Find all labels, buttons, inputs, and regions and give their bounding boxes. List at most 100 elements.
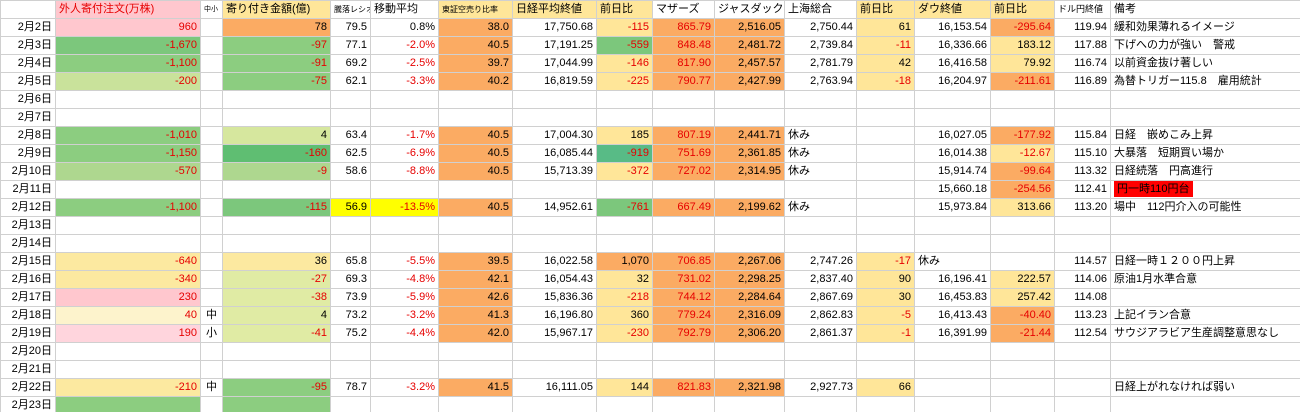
cell-size[interactable]	[200, 234, 223, 253]
cell-mothers[interactable]: 727.02	[652, 162, 715, 181]
cell-nk_chg[interactable]: -559	[596, 36, 653, 55]
cell-nk_chg[interactable]	[596, 108, 653, 127]
cell-nikkei[interactable]: 16,196.80	[512, 306, 597, 325]
cell-ratio[interactable]	[330, 396, 371, 412]
cell-opening[interactable]	[222, 360, 331, 379]
cell-jasdaq[interactable]: 2,321.98	[714, 378, 785, 397]
cell-date[interactable]: 2月12日	[0, 198, 56, 217]
cell-ratio[interactable]: 56.9	[330, 198, 371, 217]
cell-size[interactable]	[200, 270, 223, 289]
cell-dow[interactable]	[914, 108, 991, 127]
cell-foreign[interactable]: -570	[55, 162, 201, 181]
cell-foreign[interactable]: 40	[55, 306, 201, 325]
cell-nikkei[interactable]: 17,750.68	[512, 18, 597, 37]
cell-remarks[interactable]: 下げへの力が強い 警戒	[1110, 36, 1300, 55]
cell-ma[interactable]: -4.4%	[370, 324, 439, 343]
cell-shanghai[interactable]: 2,739.84	[784, 36, 857, 55]
cell-usdjpy[interactable]: 116.89	[1054, 72, 1111, 91]
cell-mothers[interactable]: 790.77	[652, 72, 715, 91]
cell-jasdaq[interactable]	[714, 216, 785, 235]
cell-jasdaq[interactable]	[714, 108, 785, 127]
cell-dow[interactable]: 15,973.84	[914, 198, 991, 217]
cell-date[interactable]: 2月15日	[0, 252, 56, 271]
cell-sh_chg[interactable]	[856, 162, 915, 181]
cell-ma[interactable]	[370, 342, 439, 361]
cell-nk_chg[interactable]: 32	[596, 270, 653, 289]
cell-remarks[interactable]	[1110, 234, 1300, 253]
column-header-dow[interactable]: ダウ終値	[914, 0, 991, 19]
cell-remarks[interactable]: 日経上がれなければ弱い	[1110, 378, 1300, 397]
cell-mothers[interactable]	[652, 180, 715, 199]
cell-ratio[interactable]: 79.5	[330, 18, 371, 37]
cell-opening[interactable]	[222, 234, 331, 253]
cell-dow[interactable]	[914, 396, 991, 412]
cell-shanghai[interactable]	[784, 396, 857, 412]
cell-dow_chg[interactable]	[990, 108, 1055, 127]
cell-usdjpy[interactable]: 112.41	[1054, 180, 1111, 199]
cell-usdjpy[interactable]: 114.57	[1054, 252, 1111, 271]
cell-nk_chg[interactable]	[596, 180, 653, 199]
cell-remarks[interactable]	[1110, 396, 1300, 412]
cell-foreign[interactable]: -1,670	[55, 36, 201, 55]
cell-dow_chg[interactable]: -21.44	[990, 324, 1055, 343]
cell-opening[interactable]: -27	[222, 270, 331, 289]
cell-jasdaq[interactable]: 2,481.72	[714, 36, 785, 55]
cell-short[interactable]: 40.5	[438, 198, 513, 217]
cell-dow_chg[interactable]	[990, 216, 1055, 235]
cell-ma[interactable]: -6.9%	[370, 144, 439, 163]
column-header-jasdaq[interactable]: ジャスダック	[714, 0, 785, 19]
column-header-usdjpy[interactable]: ドル円終値	[1054, 0, 1111, 19]
cell-shanghai[interactable]	[784, 360, 857, 379]
cell-opening[interactable]	[222, 396, 331, 412]
cell-opening[interactable]: -41	[222, 324, 331, 343]
cell-remarks[interactable]	[1110, 90, 1300, 109]
cell-date[interactable]: 2月7日	[0, 108, 56, 127]
cell-remarks[interactable]: 原油1月水準合意	[1110, 270, 1300, 289]
cell-date[interactable]: 2月13日	[0, 216, 56, 235]
cell-dow[interactable]: 16,027.05	[914, 126, 991, 145]
cell-sh_chg[interactable]: -5	[856, 306, 915, 325]
cell-usdjpy[interactable]	[1054, 360, 1111, 379]
cell-sh_chg[interactable]	[856, 126, 915, 145]
cell-date[interactable]: 2月19日	[0, 324, 56, 343]
cell-date[interactable]: 2月23日	[0, 396, 56, 412]
column-header-shanghai[interactable]: 上海総合	[784, 0, 857, 19]
cell-short[interactable]: 41.3	[438, 306, 513, 325]
cell-foreign[interactable]: -1,100	[55, 198, 201, 217]
cell-jasdaq[interactable]: 2,267.06	[714, 252, 785, 271]
cell-dow_chg[interactable]: -40.40	[990, 306, 1055, 325]
cell-foreign[interactable]	[55, 234, 201, 253]
cell-nikkei[interactable]: 17,044.99	[512, 54, 597, 73]
cell-size[interactable]	[200, 360, 223, 379]
cell-sh_chg[interactable]: 66	[856, 378, 915, 397]
cell-short[interactable]: 40.5	[438, 36, 513, 55]
cell-ma[interactable]	[370, 90, 439, 109]
cell-ratio[interactable]: 73.2	[330, 306, 371, 325]
cell-sh_chg[interactable]	[856, 90, 915, 109]
cell-dow[interactable]	[914, 234, 991, 253]
cell-ratio[interactable]	[330, 234, 371, 253]
cell-nikkei[interactable]: 16,054.43	[512, 270, 597, 289]
cell-mothers[interactable]: 817.90	[652, 54, 715, 73]
cell-nk_chg[interactable]: 360	[596, 306, 653, 325]
cell-usdjpy[interactable]: 114.08	[1054, 288, 1111, 307]
column-header-short[interactable]: 東証空売り比率	[438, 0, 513, 19]
cell-opening[interactable]: -75	[222, 72, 331, 91]
cell-remarks[interactable]: 場中 112円介入の可能性	[1110, 198, 1300, 217]
cell-mothers[interactable]: 706.85	[652, 252, 715, 271]
cell-ratio[interactable]: 69.3	[330, 270, 371, 289]
cell-mothers[interactable]	[652, 108, 715, 127]
cell-ma[interactable]: -3.2%	[370, 378, 439, 397]
cell-ratio[interactable]: 63.4	[330, 126, 371, 145]
cell-shanghai[interactable]: 2,837.40	[784, 270, 857, 289]
cell-nk_chg[interactable]: 1,070	[596, 252, 653, 271]
cell-dow[interactable]: 16,416.58	[914, 54, 991, 73]
cell-shanghai[interactable]: 休み	[784, 198, 857, 217]
cell-dow[interactable]: 16,014.38	[914, 144, 991, 163]
cell-mothers[interactable]	[652, 396, 715, 412]
cell-size[interactable]	[200, 396, 223, 412]
cell-shanghai[interactable]: 2,750.44	[784, 18, 857, 37]
cell-mothers[interactable]: 667.49	[652, 198, 715, 217]
cell-dow_chg[interactable]: 257.42	[990, 288, 1055, 307]
cell-date[interactable]: 2月22日	[0, 378, 56, 397]
